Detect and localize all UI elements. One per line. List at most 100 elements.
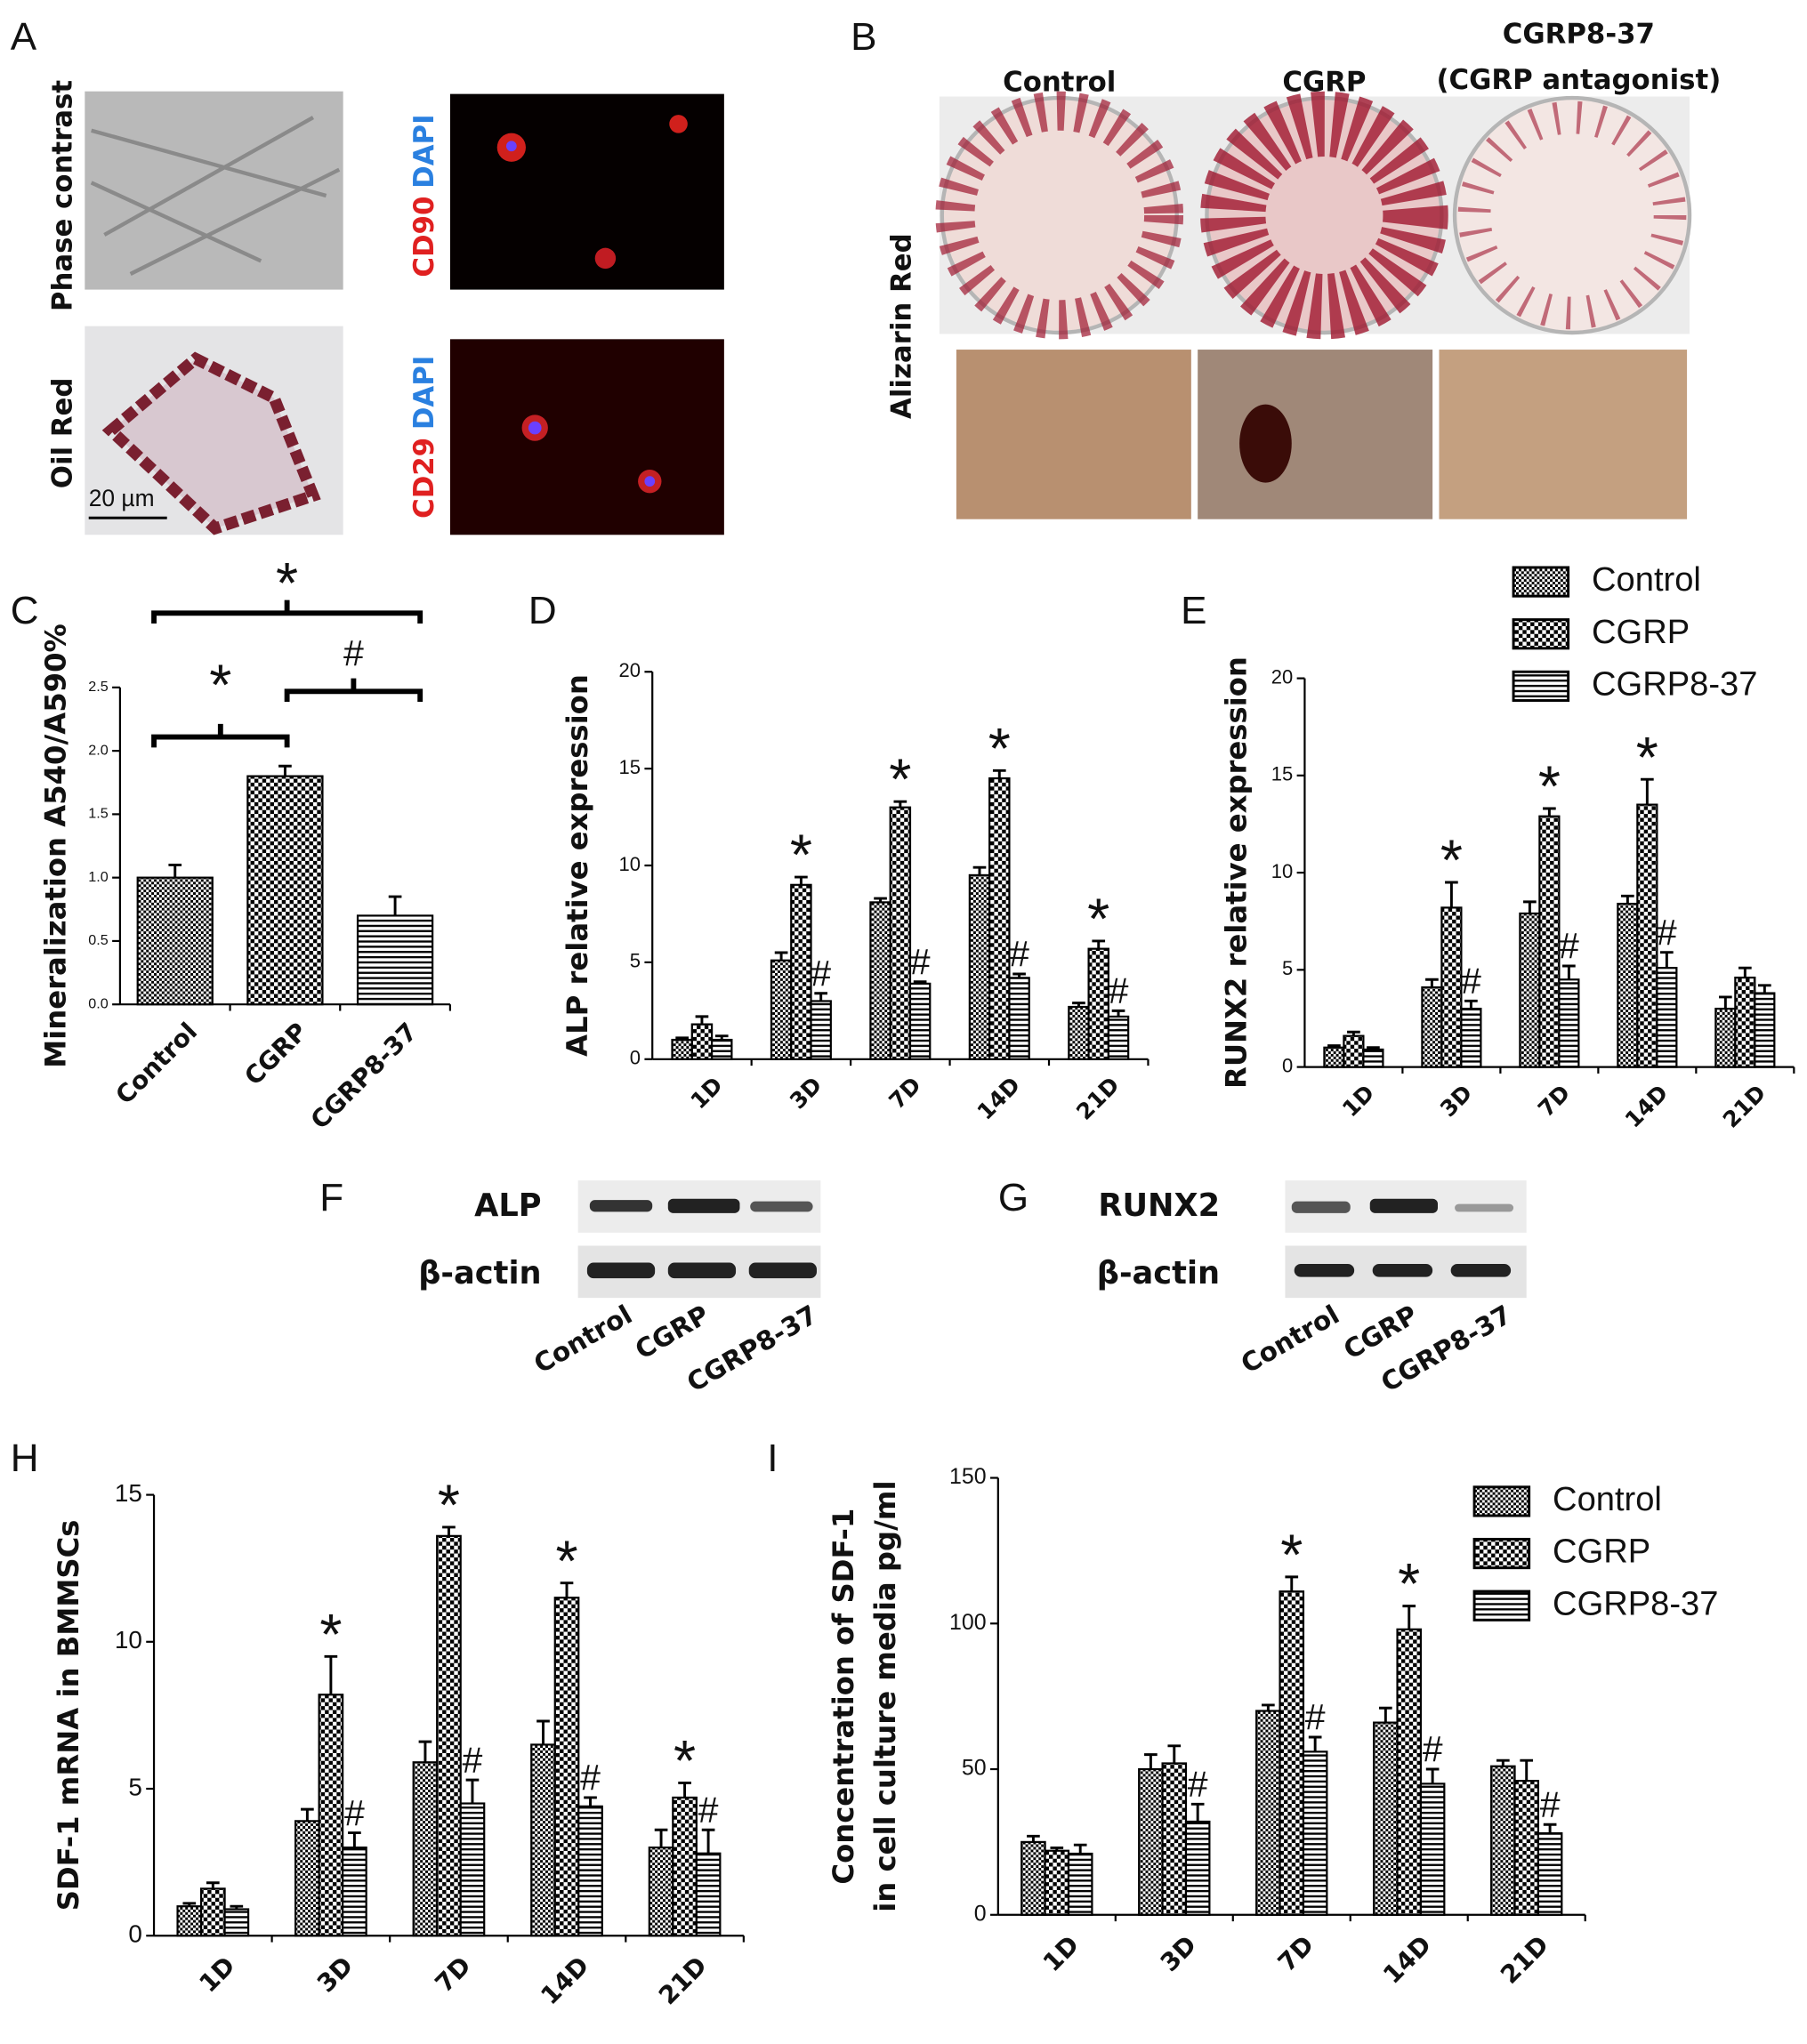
legend-swatch — [1512, 618, 1570, 650]
panel-letter: I — [767, 1436, 778, 1480]
bar — [671, 1038, 693, 1060]
image-label: Oil Red — [47, 378, 79, 489]
x-tick-label: 14D — [535, 1951, 594, 2010]
bar — [672, 1796, 698, 1937]
bar — [459, 1802, 486, 1937]
significance-mark: # — [343, 632, 364, 673]
x-tick-label: 3D — [1435, 1080, 1477, 1122]
x-tick-label: 3D — [785, 1072, 827, 1114]
micrograph — [1439, 350, 1688, 519]
error-bar — [348, 1831, 361, 1848]
group-label: CGRP8-37 — [1503, 18, 1655, 50]
significance-mark: # — [1188, 1764, 1208, 1805]
legend-label: Control — [1553, 1480, 1662, 1518]
band — [750, 1201, 813, 1212]
band — [667, 1198, 740, 1213]
bar — [1519, 912, 1541, 1068]
error-bar — [1190, 1802, 1205, 1822]
legend-label: CGRP8-37 — [1553, 1584, 1718, 1622]
significance-mark: # — [580, 1757, 601, 1798]
stain-label: CD29 DAPI — [408, 356, 440, 519]
bar — [968, 873, 991, 1060]
error-bar — [1543, 807, 1556, 817]
error-bar — [1072, 1002, 1085, 1007]
error-bar — [1027, 1834, 1040, 1842]
significance-mark: # — [344, 1792, 365, 1833]
legend-swatch — [1472, 1589, 1531, 1622]
error-bar — [1660, 951, 1674, 969]
significance-mark: # — [910, 941, 931, 982]
panel-letter: D — [528, 589, 557, 632]
bar — [412, 1761, 439, 1937]
y-tick-label: 15 — [115, 1479, 142, 1507]
x-tick-label: 1D — [1037, 1930, 1085, 1977]
x-tick-label: 14D — [1377, 1930, 1437, 1990]
y-tick-label: 10 — [1271, 860, 1293, 882]
error-bar — [1111, 1009, 1125, 1017]
error-bar — [1327, 1044, 1341, 1048]
significance-mark: # — [698, 1789, 719, 1830]
bar — [199, 1887, 226, 1937]
bar — [436, 1534, 462, 1937]
y-tick-label: 0 — [630, 1047, 641, 1069]
bar — [1396, 1628, 1423, 1916]
legend-swatch — [1512, 670, 1570, 702]
bar — [1421, 986, 1443, 1068]
error-bar — [388, 895, 402, 916]
comparison-bracket — [151, 723, 290, 748]
error-bar — [1464, 999, 1478, 1010]
error-bar — [795, 875, 808, 885]
bar — [223, 1908, 250, 1937]
legend-swatch — [1512, 566, 1570, 598]
bar — [1617, 902, 1639, 1068]
bar — [1362, 1048, 1384, 1068]
bar — [1255, 1710, 1281, 1916]
band — [1369, 1198, 1439, 1213]
bar — [790, 883, 812, 1060]
x-tick-label: 21D — [653, 1951, 713, 2010]
significance-mark: # — [1559, 925, 1579, 966]
error-bar — [654, 1828, 668, 1848]
error-bar — [1738, 966, 1752, 978]
cell — [669, 115, 688, 133]
y-tick-label: 15 — [619, 756, 641, 778]
x-tick-label: 21D — [1718, 1080, 1771, 1133]
bar — [1067, 1852, 1093, 1916]
y-tick-label: 10 — [115, 1626, 142, 1654]
scale-label: 20 µm — [89, 485, 155, 511]
comparison-bracket — [284, 678, 424, 702]
error-bar — [278, 764, 292, 777]
error-bar — [536, 1719, 550, 1745]
error-bar — [1073, 1843, 1087, 1854]
error-bar — [1285, 1575, 1299, 1592]
significance-mark: * — [319, 1602, 342, 1666]
error-bar — [714, 1034, 729, 1041]
panel-letter: G — [998, 1176, 1029, 1219]
significance-mark: * — [555, 1529, 577, 1593]
error-bar — [874, 897, 887, 903]
significance-mark: * — [988, 716, 1011, 780]
error-bar — [206, 1881, 220, 1889]
stain — [935, 91, 1184, 340]
error-bar — [1641, 777, 1654, 805]
x-tick-label: 7D — [1533, 1080, 1575, 1122]
dish — [1452, 95, 1692, 335]
micrograph — [1198, 350, 1433, 519]
stain — [1200, 91, 1448, 340]
error-bar — [701, 1828, 715, 1854]
significance-mark: # — [463, 1739, 483, 1780]
comparison-bracket — [151, 600, 424, 624]
error-bar — [168, 863, 182, 878]
significance-mark: * — [1280, 1523, 1303, 1587]
image-label: Phase contrast — [47, 80, 79, 311]
y-axis-label: RUNX2 relative expression — [1219, 656, 1253, 1089]
blot-label: β-actin — [1097, 1255, 1220, 1292]
nucleus — [528, 421, 542, 435]
bar — [648, 1847, 674, 1937]
error-bar — [418, 1740, 432, 1763]
x-tick-label: Control — [109, 1017, 203, 1110]
bar — [1279, 1590, 1305, 1916]
error-bar — [1425, 978, 1439, 988]
bar — [770, 959, 793, 1060]
error-bar — [774, 951, 788, 961]
